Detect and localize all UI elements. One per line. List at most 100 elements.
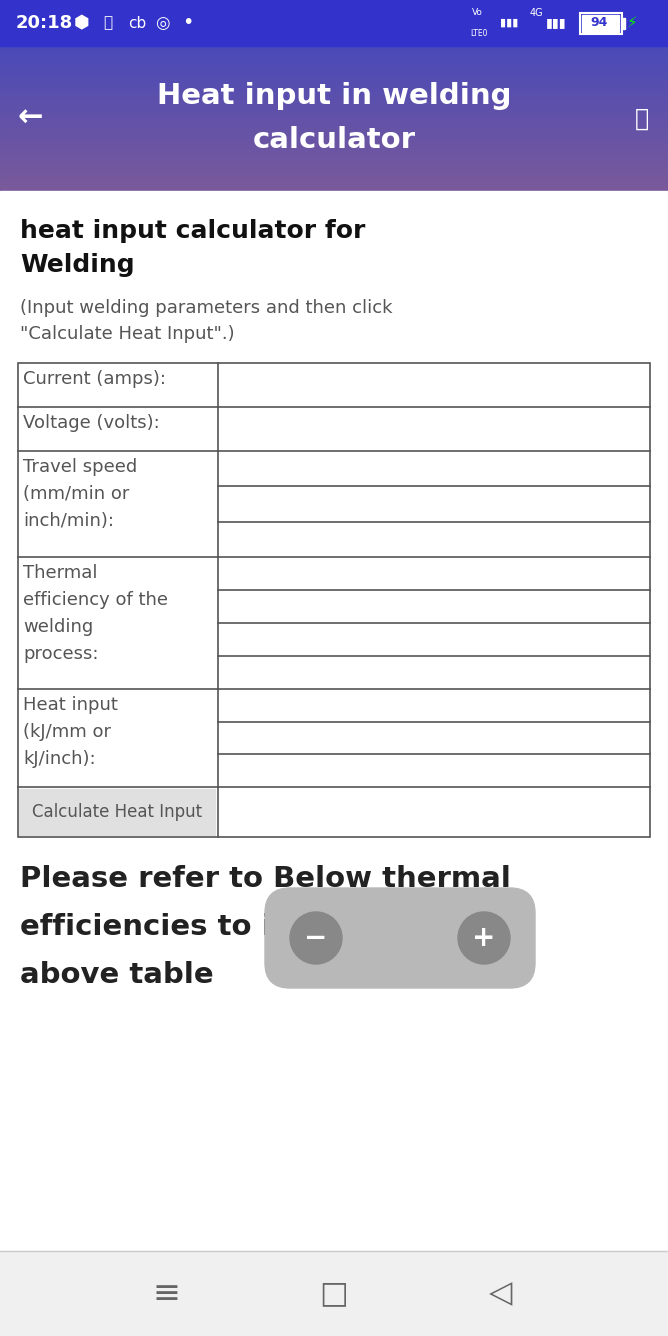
Bar bbox=[0, 92, 668, 94]
Bar bbox=[0, 142, 668, 143]
Bar bbox=[0, 91, 668, 92]
Bar bbox=[0, 188, 668, 191]
Bar bbox=[0, 73, 668, 76]
Bar bbox=[0, 183, 668, 184]
Text: •: • bbox=[182, 13, 194, 32]
Bar bbox=[0, 188, 668, 190]
Bar bbox=[0, 61, 668, 63]
Bar bbox=[0, 144, 668, 146]
Bar bbox=[0, 190, 668, 191]
Bar bbox=[0, 63, 668, 64]
Bar bbox=[622, 17, 625, 29]
Bar bbox=[0, 84, 668, 86]
Bar bbox=[0, 57, 668, 60]
Bar bbox=[0, 146, 668, 147]
Text: ▮▮▮: ▮▮▮ bbox=[546, 16, 566, 29]
Bar bbox=[19, 790, 215, 835]
Bar bbox=[0, 158, 668, 159]
Text: Travel speed
(mm/min or
inch/min):: Travel speed (mm/min or inch/min): bbox=[23, 458, 137, 530]
Bar bbox=[0, 122, 668, 123]
Bar bbox=[0, 81, 668, 83]
Bar bbox=[0, 107, 668, 108]
Bar bbox=[0, 180, 668, 183]
Bar bbox=[0, 47, 668, 48]
Bar bbox=[582, 15, 619, 32]
Bar bbox=[0, 114, 668, 115]
Text: Voltage (volts):: Voltage (volts): bbox=[23, 414, 160, 432]
Bar bbox=[0, 90, 668, 91]
Text: 4G: 4G bbox=[530, 8, 544, 17]
Bar bbox=[0, 176, 668, 179]
Bar bbox=[0, 0, 668, 45]
Bar bbox=[0, 182, 668, 183]
Bar bbox=[0, 94, 668, 95]
Text: Thermal
efficiency of the
welding
process:: Thermal efficiency of the welding proces… bbox=[23, 564, 168, 663]
Bar bbox=[0, 126, 668, 127]
Bar bbox=[0, 118, 668, 119]
Bar bbox=[0, 49, 668, 51]
Bar bbox=[0, 187, 668, 188]
Circle shape bbox=[290, 912, 342, 965]
Bar bbox=[0, 146, 668, 147]
Bar bbox=[0, 138, 668, 139]
Bar bbox=[0, 51, 668, 52]
FancyBboxPatch shape bbox=[265, 888, 535, 989]
Bar bbox=[0, 87, 668, 88]
Bar bbox=[0, 52, 668, 53]
Bar bbox=[0, 111, 668, 112]
Bar bbox=[0, 119, 668, 120]
Bar bbox=[0, 69, 668, 72]
Bar bbox=[0, 170, 668, 171]
Bar bbox=[0, 79, 668, 80]
Bar bbox=[0, 174, 668, 175]
Bar bbox=[0, 120, 668, 122]
Bar bbox=[0, 98, 668, 99]
Bar bbox=[0, 152, 668, 154]
Text: 94: 94 bbox=[590, 16, 607, 29]
Bar bbox=[0, 154, 668, 155]
Bar bbox=[0, 134, 668, 135]
Bar bbox=[0, 115, 668, 116]
Text: Please refer to Below thermal: Please refer to Below thermal bbox=[20, 864, 511, 892]
Text: LTE0: LTE0 bbox=[470, 28, 488, 37]
Text: efficiencies to inp: efficiencies to inp bbox=[20, 912, 313, 941]
Text: cb: cb bbox=[128, 16, 146, 31]
Bar bbox=[0, 163, 668, 164]
Bar bbox=[0, 150, 668, 151]
Bar bbox=[0, 77, 668, 80]
Bar bbox=[0, 86, 668, 87]
Bar bbox=[0, 99, 668, 100]
Bar bbox=[0, 156, 668, 158]
Bar bbox=[0, 122, 668, 123]
Text: Welding: Welding bbox=[20, 253, 135, 277]
Bar bbox=[0, 114, 668, 115]
Bar bbox=[0, 106, 668, 107]
Bar bbox=[0, 88, 668, 90]
Bar bbox=[0, 76, 668, 77]
Bar bbox=[0, 65, 668, 68]
Bar bbox=[0, 116, 668, 118]
Bar bbox=[0, 167, 668, 168]
Bar bbox=[0, 142, 668, 143]
Bar bbox=[0, 159, 668, 160]
Bar bbox=[0, 106, 668, 107]
Text: calculator: calculator bbox=[253, 127, 415, 155]
Text: □: □ bbox=[319, 1279, 349, 1308]
Text: ⚡: ⚡ bbox=[627, 15, 638, 29]
Bar bbox=[0, 132, 668, 134]
Bar bbox=[0, 138, 668, 139]
Bar bbox=[0, 61, 668, 64]
Bar bbox=[0, 160, 668, 162]
Text: ≡: ≡ bbox=[153, 1277, 181, 1311]
Bar bbox=[0, 172, 668, 174]
Bar bbox=[0, 191, 668, 1336]
Text: Heat input
(kJ/mm or
kJ/inch):: Heat input (kJ/mm or kJ/inch): bbox=[23, 696, 118, 768]
Bar bbox=[0, 59, 668, 60]
Bar bbox=[0, 90, 668, 91]
Bar bbox=[0, 102, 668, 103]
Bar bbox=[0, 162, 668, 163]
Bar bbox=[0, 175, 668, 176]
Bar bbox=[0, 48, 668, 49]
Text: Current (amps):: Current (amps): bbox=[23, 370, 166, 387]
Bar bbox=[0, 164, 668, 166]
